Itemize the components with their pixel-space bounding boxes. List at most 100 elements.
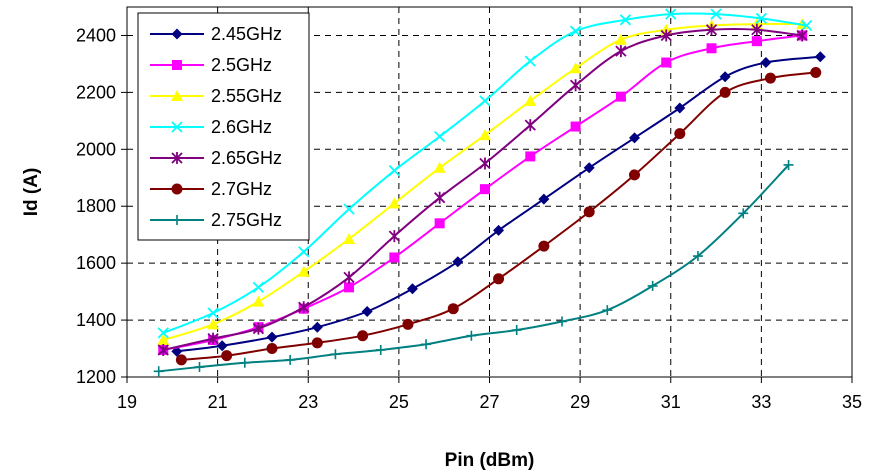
legend-item: 2.6GHz xyxy=(150,117,272,137)
data-point xyxy=(692,251,703,262)
data-point xyxy=(466,330,477,341)
data-point xyxy=(665,8,677,20)
data-point xyxy=(406,283,418,295)
legend-item: 2.45GHz xyxy=(150,24,282,44)
data-point xyxy=(479,157,491,170)
legend-item: 2.7GHz xyxy=(150,179,272,199)
data-point xyxy=(705,23,718,36)
data-point xyxy=(402,318,414,330)
legend-label: 2.7GHz xyxy=(211,179,272,199)
series-layer xyxy=(153,8,826,377)
data-point xyxy=(719,71,731,83)
legend-label: 2.45GHz xyxy=(211,24,282,44)
legend-marker xyxy=(171,183,183,195)
data-point xyxy=(760,57,772,68)
data-point xyxy=(452,256,464,268)
legend-marker xyxy=(171,28,183,40)
data-point xyxy=(524,55,536,67)
data-point xyxy=(239,357,250,368)
data-point xyxy=(764,72,776,84)
x-tick-label: 29 xyxy=(570,392,590,412)
data-point xyxy=(629,132,640,144)
legend-marker xyxy=(171,152,183,164)
legend-marker xyxy=(172,60,182,70)
data-point xyxy=(478,129,491,141)
data-point xyxy=(524,119,536,132)
data-point xyxy=(207,332,219,345)
y-axis-title: Id (A) xyxy=(21,168,42,217)
data-point xyxy=(493,273,505,285)
series-2.7GHz xyxy=(175,66,822,366)
data-point xyxy=(252,281,265,293)
data-point xyxy=(207,307,219,319)
data-point xyxy=(388,197,401,209)
data-point xyxy=(357,330,369,342)
x-tick-label: 25 xyxy=(389,392,409,412)
data-point xyxy=(207,318,220,330)
y-tick-label: 1600 xyxy=(76,253,116,273)
x-tick-label: 33 xyxy=(751,392,771,412)
data-point xyxy=(538,240,550,252)
data-point xyxy=(434,191,446,204)
data-point xyxy=(810,66,822,78)
data-point xyxy=(614,33,627,45)
data-point xyxy=(783,159,794,170)
data-point xyxy=(493,224,505,236)
data-point xyxy=(570,121,581,132)
data-point xyxy=(525,151,536,162)
series-2.5GHz xyxy=(158,30,808,355)
series-2.75GHz xyxy=(153,159,794,377)
data-point xyxy=(311,337,323,349)
x-tick-label: 27 xyxy=(479,392,499,412)
y-tick-label: 2000 xyxy=(76,139,116,159)
data-point xyxy=(375,344,386,355)
data-point xyxy=(343,271,355,284)
data-point xyxy=(297,265,310,277)
legend-label: 2.65GHz xyxy=(211,148,282,168)
data-point xyxy=(298,301,310,314)
data-point xyxy=(285,354,296,365)
data-point xyxy=(674,102,686,114)
data-point xyxy=(175,354,187,366)
data-point xyxy=(311,321,323,333)
y-axis-ticks: 1200 1400 1600 1800 2000 2200 2400 xyxy=(76,25,127,387)
data-point xyxy=(157,343,169,356)
data-point xyxy=(583,206,595,218)
y-tick-label: 1200 xyxy=(76,367,116,387)
data-point xyxy=(660,29,672,42)
data-point xyxy=(602,305,613,316)
legend-marker xyxy=(171,90,183,101)
data-point xyxy=(361,306,373,318)
data-point xyxy=(751,36,762,47)
data-point xyxy=(433,161,446,173)
y-tick-label: 2200 xyxy=(76,82,116,102)
data-point xyxy=(814,51,826,63)
data-point xyxy=(751,23,763,36)
data-point xyxy=(615,91,626,102)
data-point xyxy=(330,349,341,360)
data-point xyxy=(738,208,749,219)
data-point xyxy=(434,130,446,143)
legend-marker xyxy=(171,121,183,133)
data-point xyxy=(569,62,582,74)
legend-marker xyxy=(172,215,182,225)
data-point xyxy=(157,334,170,345)
y-tick-label: 2400 xyxy=(76,25,116,45)
data-point xyxy=(674,128,686,140)
data-point xyxy=(719,86,731,98)
y-tick-label: 1800 xyxy=(76,196,116,216)
data-point xyxy=(538,193,550,205)
legend-label: 2.75GHz xyxy=(211,210,282,230)
data-point xyxy=(252,322,265,335)
data-point xyxy=(647,280,658,291)
data-point xyxy=(569,25,582,37)
data-point xyxy=(661,57,672,68)
y-tick-label: 1400 xyxy=(76,310,116,330)
data-point xyxy=(252,295,265,307)
legend-item: 2.55GHz xyxy=(150,86,282,106)
legend: 2.45GHz 2.5GHz 2.55GHz 2.6GHz 2.65GHz 2.7GHz 2… xyxy=(137,12,310,241)
data-point xyxy=(479,184,490,195)
x-tick-label: 35 xyxy=(842,392,862,412)
data-point xyxy=(388,165,400,177)
data-point xyxy=(298,246,310,258)
